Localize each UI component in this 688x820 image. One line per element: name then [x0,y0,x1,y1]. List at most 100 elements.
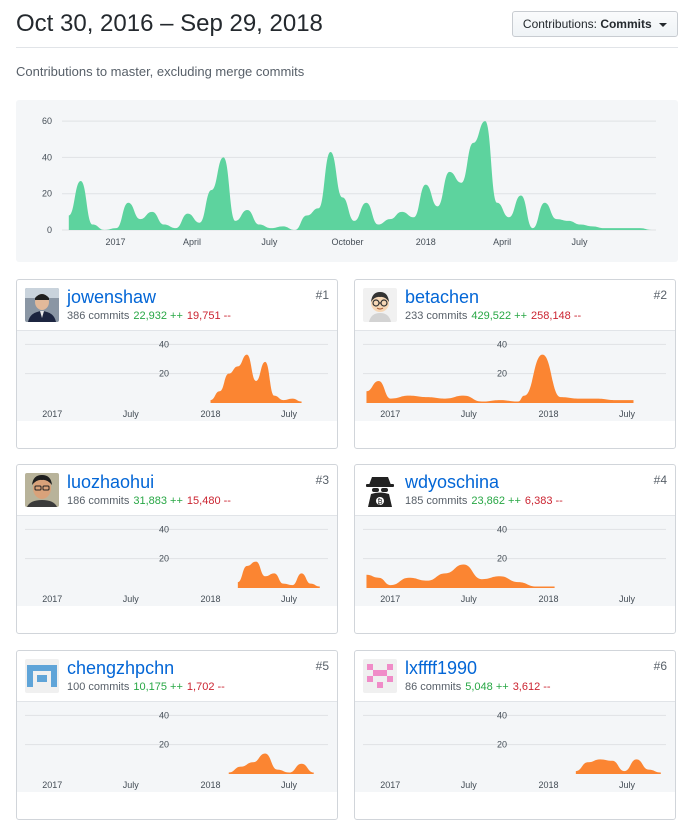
contributor-chart: 20 40 2017 July 2018 July [355,331,675,421]
contributions-type-select[interactable]: Contributions: Commits [511,11,678,37]
contributor-chart-svg: 20 40 2017 July 2018 July [25,339,328,419]
y-tick-label: 20 [497,740,507,750]
x-tick-label: 2018 [539,409,559,419]
commit-stats: 233 commits 429,522 ++ 258,148 -- [405,310,581,322]
area-series [366,354,634,403]
y-tick-label: 20 [159,369,169,379]
avatar[interactable] [25,473,59,507]
additions-count: 22,932 ++ [133,310,183,322]
contributor-chart: 20 40 2017 July 2018 July [17,702,337,792]
x-tick-label: 2018 [201,780,221,790]
y-tick-label: 20 [497,554,507,564]
select-prefix: Contributions: [522,17,597,31]
contributor-card: chengzhpchn 100 commits 10,175 ++ 1,702 --… [16,650,338,820]
username-link[interactable]: wdyoschina [405,472,500,492]
y-tick-label: 20 [159,554,169,564]
card-header: luozhaohui 186 commits 31,883 ++ 15,480 --… [17,465,337,516]
y-tick-label: 40 [159,524,169,534]
username-link[interactable]: chengzhpchn [67,658,175,678]
deletions-count: 3,612 -- [512,681,551,693]
commit-stats: 386 commits 22,932 ++ 19,751 -- [67,310,231,322]
contributor-card: jowenshaw 386 commits 22,932 ++ 19,751 -- … [16,279,338,449]
avatar[interactable]: ₿ [363,473,397,507]
x-tick-label: April [493,237,511,247]
chart-subtitle: Contributions to master, excluding merge… [16,64,305,79]
contributor-card: betachen 233 commits 429,522 ++ 258,148 --… [354,279,676,449]
commit-stats: 86 commits 5,048 ++ 3,612 -- [405,681,551,693]
contributor-chart-svg: 20 40 2017 July 2018 July [363,339,666,419]
x-tick-label: July [461,409,478,419]
rank-label: #5 [315,659,329,673]
y-tick-label: 20 [42,189,52,199]
area-series [575,759,661,774]
contributor-chart: 20 40 2017 July 2018 July [17,516,337,606]
contributor-chart-svg: 20 40 2017 July 2018 July [25,710,328,790]
y-tick-label: 40 [497,524,507,534]
additions-count: 23,862 ++ [471,495,521,507]
x-tick-label: 2018 [539,780,559,790]
x-tick-label: July [461,594,478,604]
username-link[interactable]: betachen [405,287,480,307]
x-tick-label: 2017 [380,409,400,419]
main-chart-svg: 0 20 40 60 2017 April July October 2018 April July [42,116,656,247]
card-header: jowenshaw 386 commits 22,932 ++ 19,751 -- … [17,280,337,331]
deletions-count: 6,383 -- [524,495,563,507]
username-link[interactable]: lxffff1990 [405,658,478,678]
y-tick-label: 40 [159,339,169,349]
area-series [366,564,555,588]
commit-stats: 186 commits 31,883 ++ 15,480 -- [67,495,231,507]
contributor-card: lxffff1990 86 commits 5,048 ++ 3,612 -- #6… [354,650,676,820]
commit-count: 186 commits [67,495,130,507]
svg-text:₿: ₿ [377,498,382,506]
deletions-count: 15,480 -- [186,495,231,507]
y-tick-label: 40 [497,710,507,720]
x-tick-label: 2017 [42,780,62,790]
x-tick-label: 2017 [380,594,400,604]
rank-label: #3 [315,473,329,487]
deletions-count: 258,148 -- [531,310,582,322]
avatar[interactable] [25,288,59,322]
area-series [228,753,314,774]
y-tick-label: 20 [159,740,169,750]
x-tick-label: 2017 [106,237,126,247]
username-link[interactable]: jowenshaw [67,287,157,307]
caret-down-icon [659,22,667,27]
x-tick-label: October [332,237,364,247]
x-tick-label: 2018 [416,237,436,247]
rank-label: #2 [653,288,667,302]
x-tick-label: July [572,237,589,247]
y-tick-label: 40 [42,152,52,162]
contributor-chart: 20 40 2017 July 2018 July [355,702,675,792]
select-value: Commits [600,17,652,31]
avatar[interactable] [25,659,59,693]
contributor-chart-svg: 20 40 2017 July 2018 July [363,524,666,604]
contributor-chart: 20 40 2017 July 2018 July [355,516,675,606]
avatar[interactable] [363,288,397,322]
additions-count: 429,522 ++ [471,310,528,322]
additions-count: 5,048 ++ [465,681,509,693]
commit-count: 100 commits [67,681,130,693]
x-tick-label: 2018 [539,594,559,604]
username-link[interactable]: luozhaohui [67,472,155,492]
card-header: chengzhpchn 100 commits 10,175 ++ 1,702 --… [17,651,337,702]
main-contributions-chart: 0 20 40 60 2017 April July October 2018 April July [16,100,678,262]
y-tick-label: 40 [497,339,507,349]
y-tick-label: 60 [42,116,52,126]
additions-count: 31,883 ++ [133,495,183,507]
commit-stats: 185 commits 23,862 ++ 6,383 -- [405,495,563,507]
x-tick-label: 2018 [201,409,221,419]
y-tick-label: 40 [159,710,169,720]
contributor-card: luozhaohui 186 commits 31,883 ++ 15,480 --… [16,464,338,634]
x-tick-label: July [281,594,298,604]
rank-label: #6 [653,659,667,673]
y-tick-label: 20 [497,369,507,379]
x-tick-label: 2018 [201,594,221,604]
contributor-chart: 20 40 2017 July 2018 July [17,331,337,421]
x-tick-label: July [123,594,140,604]
avatar[interactable] [363,659,397,693]
commit-count: 386 commits [67,310,130,322]
deletions-count: 19,751 -- [186,310,231,322]
card-header: betachen 233 commits 429,522 ++ 258,148 --… [355,280,675,331]
x-tick-label: July [123,780,140,790]
deletions-count: 1,702 -- [186,681,225,693]
